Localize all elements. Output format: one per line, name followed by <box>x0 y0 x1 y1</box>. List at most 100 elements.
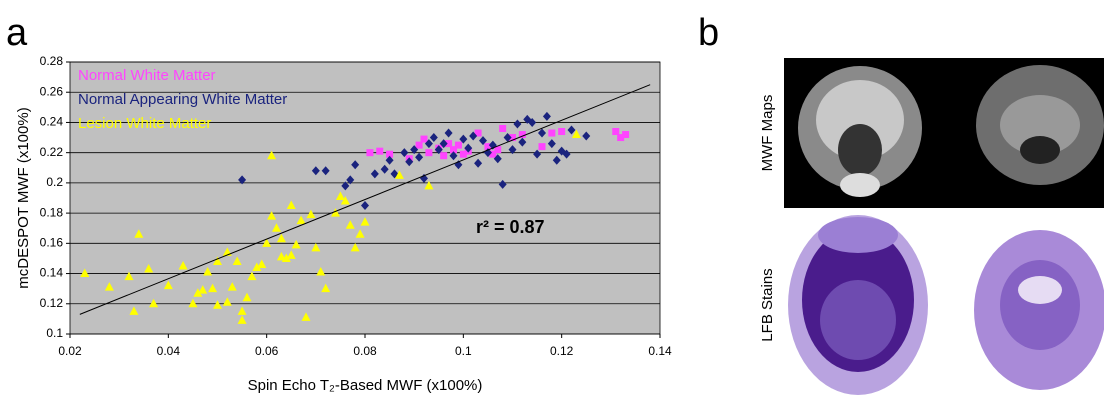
point <box>213 300 222 309</box>
point <box>459 150 467 158</box>
point <box>321 283 331 293</box>
plot-border <box>69 61 661 335</box>
point <box>538 143 546 151</box>
point <box>144 264 154 273</box>
point <box>385 155 394 165</box>
point <box>345 220 355 229</box>
mwf-maps <box>784 58 1104 208</box>
point <box>405 157 414 167</box>
point <box>445 140 453 148</box>
point <box>548 129 556 137</box>
point <box>424 139 433 149</box>
point <box>203 267 213 276</box>
point <box>286 200 296 210</box>
y-axis-label: mcDESPOT MWF (x100%) <box>15 107 32 288</box>
point <box>415 152 424 162</box>
point <box>311 242 321 252</box>
point <box>163 280 173 290</box>
point <box>484 143 492 151</box>
point <box>276 251 286 261</box>
point <box>296 215 306 225</box>
point <box>366 149 374 157</box>
point <box>429 133 438 143</box>
point <box>286 250 296 259</box>
point <box>242 292 252 302</box>
point <box>149 298 159 308</box>
point <box>518 137 527 147</box>
point <box>208 283 218 293</box>
x-tick-label: 0.12 <box>550 344 574 358</box>
point <box>346 175 355 185</box>
point <box>276 233 286 243</box>
y-tick-label: 0.2 <box>46 175 63 189</box>
point <box>454 141 462 149</box>
point <box>376 147 384 155</box>
point <box>617 134 625 142</box>
point <box>493 154 502 164</box>
point <box>533 149 542 159</box>
point <box>351 160 360 170</box>
point <box>567 125 576 135</box>
point <box>464 143 473 153</box>
panel-label: b <box>698 12 719 54</box>
point <box>469 131 478 141</box>
point <box>80 268 90 278</box>
point <box>415 141 423 149</box>
point <box>198 285 208 294</box>
x-axis-label: Spin Echo T₂-Based MWF (x100%) <box>248 377 483 394</box>
legend-entry: Normal White Matter <box>78 67 216 84</box>
point <box>571 129 581 139</box>
point <box>355 229 365 238</box>
point <box>499 124 507 132</box>
point <box>331 208 340 217</box>
x-tick-label: 0.02 <box>58 344 82 358</box>
point <box>386 150 394 158</box>
point <box>558 128 566 136</box>
point <box>528 117 537 127</box>
point <box>124 271 134 281</box>
point <box>513 119 522 129</box>
point <box>193 288 203 297</box>
point <box>104 282 114 291</box>
point <box>400 148 409 158</box>
point <box>474 129 482 137</box>
point <box>420 135 428 143</box>
point <box>272 223 281 232</box>
point <box>542 111 551 121</box>
point <box>380 164 389 174</box>
x-tick-label: 0.04 <box>157 344 181 358</box>
point <box>434 145 443 155</box>
point <box>518 131 526 139</box>
y-tick-label: 0.26 <box>40 84 64 98</box>
point <box>494 146 502 154</box>
point <box>188 298 198 308</box>
point <box>341 181 350 191</box>
point <box>394 170 404 179</box>
point <box>360 217 370 226</box>
point <box>538 128 546 138</box>
y-tick-label: 0.22 <box>40 145 64 159</box>
image-label: LFB Stains <box>759 268 776 341</box>
point <box>370 169 379 179</box>
y-tick-label: 0.28 <box>40 54 64 68</box>
point <box>316 267 326 276</box>
point <box>508 145 517 155</box>
x-tick-label: 0.06 <box>255 344 279 358</box>
point <box>178 261 188 270</box>
y-tick-label: 0.14 <box>40 266 64 280</box>
point <box>439 139 448 149</box>
lfb-stains <box>788 215 1104 395</box>
point <box>479 136 487 146</box>
point <box>252 262 262 272</box>
point <box>444 128 453 138</box>
point <box>222 297 232 306</box>
point <box>237 306 247 315</box>
point <box>281 253 291 262</box>
point <box>498 179 507 189</box>
point <box>350 242 360 252</box>
fit-line <box>79 84 651 315</box>
point <box>335 191 345 200</box>
point <box>489 150 497 158</box>
point <box>247 271 257 281</box>
